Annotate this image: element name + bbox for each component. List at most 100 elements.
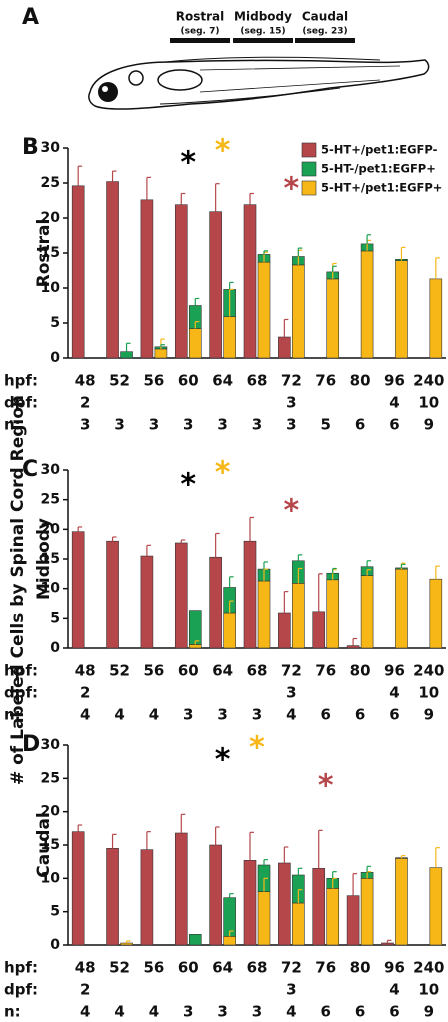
x-tick-label: 64 [212,372,233,390]
row-label: hpf: [4,372,38,390]
x-tick-label: 76 [315,959,336,977]
region-segment: (seg. 23) [302,27,347,37]
n-label: 3 [252,706,262,724]
x-tick-label: 64 [212,662,233,680]
y-tick-label: 15 [41,837,60,853]
bar [120,351,133,359]
dpf-label: 10 [418,981,439,999]
x-tick-label: 76 [315,372,336,390]
x-tick-label: 76 [315,662,336,680]
row-label: dpf: [4,394,38,412]
significance-asterisk: * [284,172,300,207]
n-label: 3 [183,1003,193,1021]
bar [223,936,236,946]
bar [188,328,202,359]
bar [223,612,236,649]
bar [106,540,119,649]
bar [140,199,154,359]
bar [326,278,340,359]
y-tick-label: 20 [41,804,61,820]
n-label: 4 [114,706,124,724]
x-tick-label: 80 [350,372,371,390]
row-label: hpf: [4,662,38,680]
bar [395,260,408,359]
n-label: 6 [321,706,331,724]
y-tick-label: 5 [50,904,60,920]
x-tick-label: 240 [413,662,444,680]
n-label: 3 [183,416,193,434]
fish-drawing [88,56,430,110]
bar [381,942,394,946]
x-tick-label: 48 [75,372,96,390]
n-label: 3 [252,1003,262,1021]
legend-swatch [301,161,317,177]
bar [429,578,443,649]
significance-asterisk: * [249,731,265,766]
x-tick-label: 56 [143,959,164,977]
row-label: n: [4,1003,21,1021]
x-tick-label: 240 [413,372,444,390]
x-tick-label: 72 [281,662,302,680]
x-tick-label: 52 [109,372,130,390]
row-label: dpf: [4,981,38,999]
panel-label: D [22,732,40,757]
region-name: Rostral [176,10,225,24]
x-tick-label: 52 [109,662,130,680]
bar [243,540,257,649]
x-tick-label: 96 [384,372,405,390]
n-label: 6 [355,416,365,434]
x-tick-label: 72 [281,372,302,390]
bar [346,895,360,946]
x-tick-label: 72 [281,959,302,977]
n-label: 3 [80,416,90,434]
bar [188,610,202,645]
n-label: 4 [80,1003,90,1021]
y-tick-label: 0 [50,640,60,656]
significance-asterisk: * [180,468,196,503]
y-tick-label: 10 [41,870,61,886]
dpf-label: 3 [286,684,296,702]
n-label: 6 [389,1003,399,1021]
bar [429,278,443,359]
significance-asterisk: * [284,494,300,529]
dpf-label: 3 [286,394,296,412]
bar [360,250,374,359]
panel-label: B [22,135,39,160]
n-label: 6 [389,706,399,724]
dpf-label: 4 [389,394,399,412]
row-label: dpf: [4,684,38,702]
y-tick-label: 30 [41,737,61,753]
legend-swatch [301,180,317,196]
bar [395,568,408,649]
bar [360,575,374,649]
n-label: 9 [424,1003,434,1021]
n-label: 6 [321,1003,331,1021]
legend-swatch [301,142,317,158]
bar [326,579,340,649]
n-label: 4 [149,1003,159,1021]
region-segment: (seg. 7) [181,27,220,37]
region-segment: (seg. 15) [240,27,285,37]
dpf-label: 10 [418,684,439,702]
n-label: 3 [217,706,227,724]
bar [360,878,374,946]
x-tick-label: 68 [247,372,268,390]
n-label: 3 [114,416,124,434]
y-tick-label: 25 [41,770,60,786]
bar [71,185,85,359]
n-label: 3 [217,416,227,434]
n-label: 9 [424,416,434,434]
fish-eye-glint [102,86,108,92]
bar [188,934,202,946]
significance-asterisk: * [215,743,231,778]
x-tick-label: 60 [178,662,199,680]
n-label: 6 [355,706,365,724]
x-tick-label: 68 [247,662,268,680]
dpf-label: 2 [80,981,90,999]
bar [188,644,202,649]
row-label: n: [4,706,21,724]
bar [71,831,85,946]
bar [429,867,443,946]
y-tick-label: 0 [50,350,60,366]
